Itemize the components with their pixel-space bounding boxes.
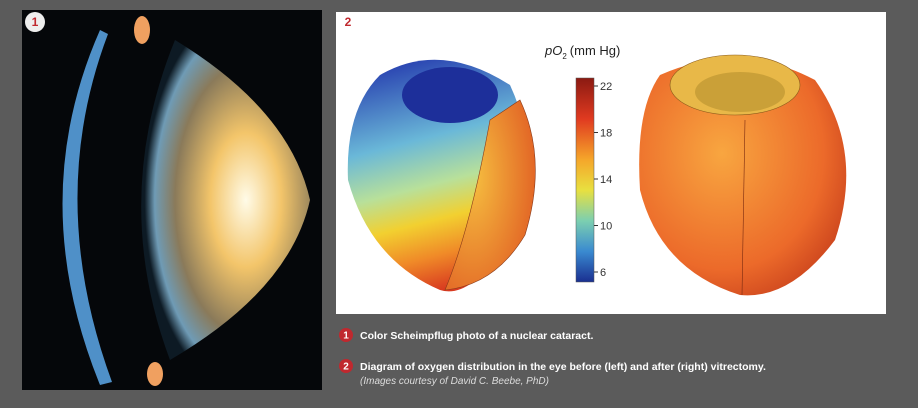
eye-after <box>639 58 847 296</box>
badge-text: 2 <box>345 15 352 29</box>
caption-badge <box>339 359 353 373</box>
eye-after-cavity <box>695 72 785 112</box>
badge <box>25 12 45 32</box>
iris-top <box>134 16 150 44</box>
colorbar <box>575 77 595 283</box>
caption-credit: (Images courtesy of David C. Beebe, PhD) <box>360 376 549 387</box>
badge-text: 1 <box>32 15 39 29</box>
colorbar-tick-label: 10 <box>600 221 612 233</box>
caption-badge-text: 1 <box>343 331 349 342</box>
cut-line <box>741 119 746 296</box>
eye-before-cavity <box>402 67 498 123</box>
colorbar-tick-label: 14 <box>600 174 612 186</box>
caption-badge-text: 2 <box>343 362 349 373</box>
caption: Diagram of oxygen distribution in the ey… <box>360 361 766 373</box>
colorbar-tick-label: 22 <box>600 81 612 93</box>
caption: Color Scheimpflug photo of a nuclear cat… <box>360 330 593 342</box>
colorbar-tick-label: 6 <box>600 267 606 279</box>
eye-before-cut <box>444 99 536 291</box>
iris-bottom <box>147 362 163 386</box>
caption-badge <box>339 328 353 342</box>
cornea <box>62 30 112 385</box>
colorbar-label: pO2 (mm Hg) <box>544 43 620 61</box>
colorbar-tick-label: 18 <box>600 128 612 140</box>
lens <box>141 40 310 360</box>
